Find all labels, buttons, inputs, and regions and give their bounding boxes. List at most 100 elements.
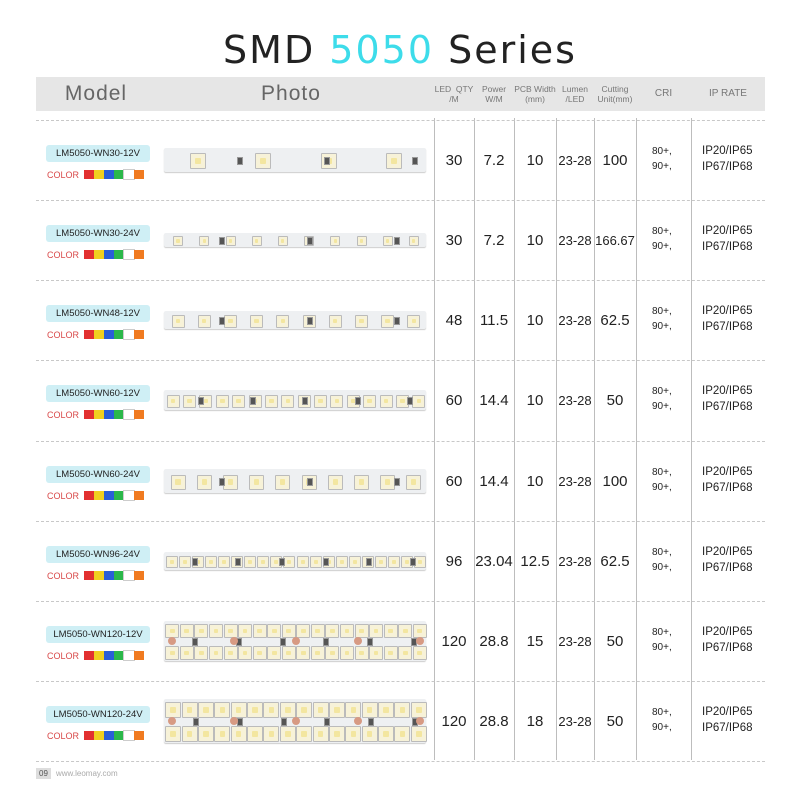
led-chip	[328, 702, 345, 718]
ip-rate-value: IP67/IP68	[702, 401, 753, 413]
header-pcb-width: PCB Width (mm)	[514, 84, 556, 104]
ip-rate-value: IP20/IP65	[702, 225, 753, 237]
color-swatch	[104, 571, 114, 580]
led-chip	[381, 314, 395, 328]
lumen-value: 23-28	[558, 633, 592, 649]
column-divider	[556, 118, 557, 760]
ip-rate-value: IP20/IP65	[702, 626, 753, 638]
led-chip	[170, 474, 186, 490]
pcb-width-value: 10	[526, 151, 544, 169]
color-label: COLOR	[47, 330, 80, 340]
row-divider	[36, 441, 765, 442]
led-chip	[223, 624, 238, 638]
led-chip	[255, 153, 272, 169]
color-swatch	[114, 330, 124, 339]
resistor	[407, 397, 414, 405]
led-chip	[309, 556, 322, 568]
row-divider	[36, 360, 765, 361]
row-divider	[36, 761, 765, 762]
cutting-unit-value: 50	[606, 632, 624, 650]
lumen-value: 23-28	[558, 713, 592, 729]
color-swatch	[104, 651, 114, 660]
led-chip	[279, 726, 296, 742]
color-swatch	[84, 491, 94, 500]
color-swatch	[134, 731, 144, 740]
resistor	[237, 157, 244, 165]
led-chip	[296, 646, 311, 660]
lumen-value: 23-28	[558, 312, 592, 328]
resistor	[197, 397, 204, 405]
lumen-value: 23-28	[558, 232, 592, 248]
pcb-width-value: 10	[526, 231, 544, 249]
led-chip	[249, 474, 265, 490]
lumen-value: 23-28	[558, 392, 592, 408]
solder-pad	[230, 717, 238, 725]
resistor	[306, 478, 313, 486]
power-value: 7.2	[483, 151, 505, 169]
led-chip	[267, 646, 282, 660]
solder-pad	[416, 717, 424, 725]
ip-rate-value: IP67/IP68	[702, 321, 753, 333]
led-chip	[179, 646, 194, 660]
led-qty-value: 96	[445, 552, 463, 570]
led-chip	[263, 726, 280, 742]
model-badge: LM5050-WN30-24V	[46, 225, 150, 242]
led-chip	[275, 474, 291, 490]
led-chip	[394, 702, 411, 718]
cri-value: 90+,	[652, 722, 672, 733]
color-swatch	[123, 730, 135, 741]
led-chip	[165, 702, 182, 718]
row-divider	[36, 601, 765, 602]
cri-value: 90+,	[652, 321, 672, 332]
led-chip	[223, 646, 238, 660]
led-chip	[281, 394, 295, 408]
led-chip	[250, 314, 264, 328]
led-chip	[179, 624, 194, 638]
pcb-width-value: 10	[526, 472, 544, 490]
led-chip	[224, 314, 237, 328]
solder-pad	[354, 637, 362, 645]
led-chip	[386, 153, 403, 169]
led-chip	[189, 153, 206, 169]
led-chip	[165, 646, 180, 660]
color-swatch	[104, 491, 114, 500]
row-divider	[36, 200, 765, 201]
cri-value: 90+,	[652, 562, 672, 573]
page-title: SMD 5050 Series	[0, 28, 800, 72]
led-chip	[215, 394, 229, 408]
led-strip-photo	[164, 552, 427, 570]
row-divider	[36, 280, 765, 281]
led-chip	[247, 702, 264, 718]
resistor	[280, 718, 287, 726]
cutting-unit-value: 50	[606, 712, 624, 730]
color-label: COLOR	[47, 170, 80, 180]
ip-rate-value: IP67/IP68	[702, 722, 753, 734]
led-chip	[283, 556, 296, 568]
led-chip	[267, 624, 282, 638]
led-chip	[369, 624, 384, 638]
resistor	[249, 397, 256, 405]
cri-value: 80+,	[652, 146, 672, 157]
power-value: 28.8	[479, 712, 509, 730]
color-label: COLOR	[47, 651, 80, 661]
title-highlight: 5050	[329, 28, 435, 72]
power-value: 14.4	[479, 391, 509, 409]
led-chip	[355, 314, 368, 328]
solder-pad	[168, 717, 176, 725]
row-divider	[36, 120, 765, 121]
color-swatch	[134, 250, 144, 259]
led-strip-photo	[164, 621, 427, 661]
led-chip	[244, 556, 257, 568]
cutting-unit-value: 62.5	[600, 552, 630, 570]
resistor	[394, 237, 401, 245]
led-chip	[281, 624, 296, 638]
led-chip	[375, 556, 388, 568]
color-swatch	[94, 571, 104, 580]
led-strip-photo	[164, 469, 426, 493]
color-swatch	[104, 250, 114, 259]
ip-rate-value: IP20/IP65	[702, 546, 753, 558]
row-divider	[36, 681, 765, 682]
cri-value: 80+,	[652, 306, 672, 317]
color-swatch	[114, 491, 124, 500]
color-swatch	[114, 410, 124, 419]
